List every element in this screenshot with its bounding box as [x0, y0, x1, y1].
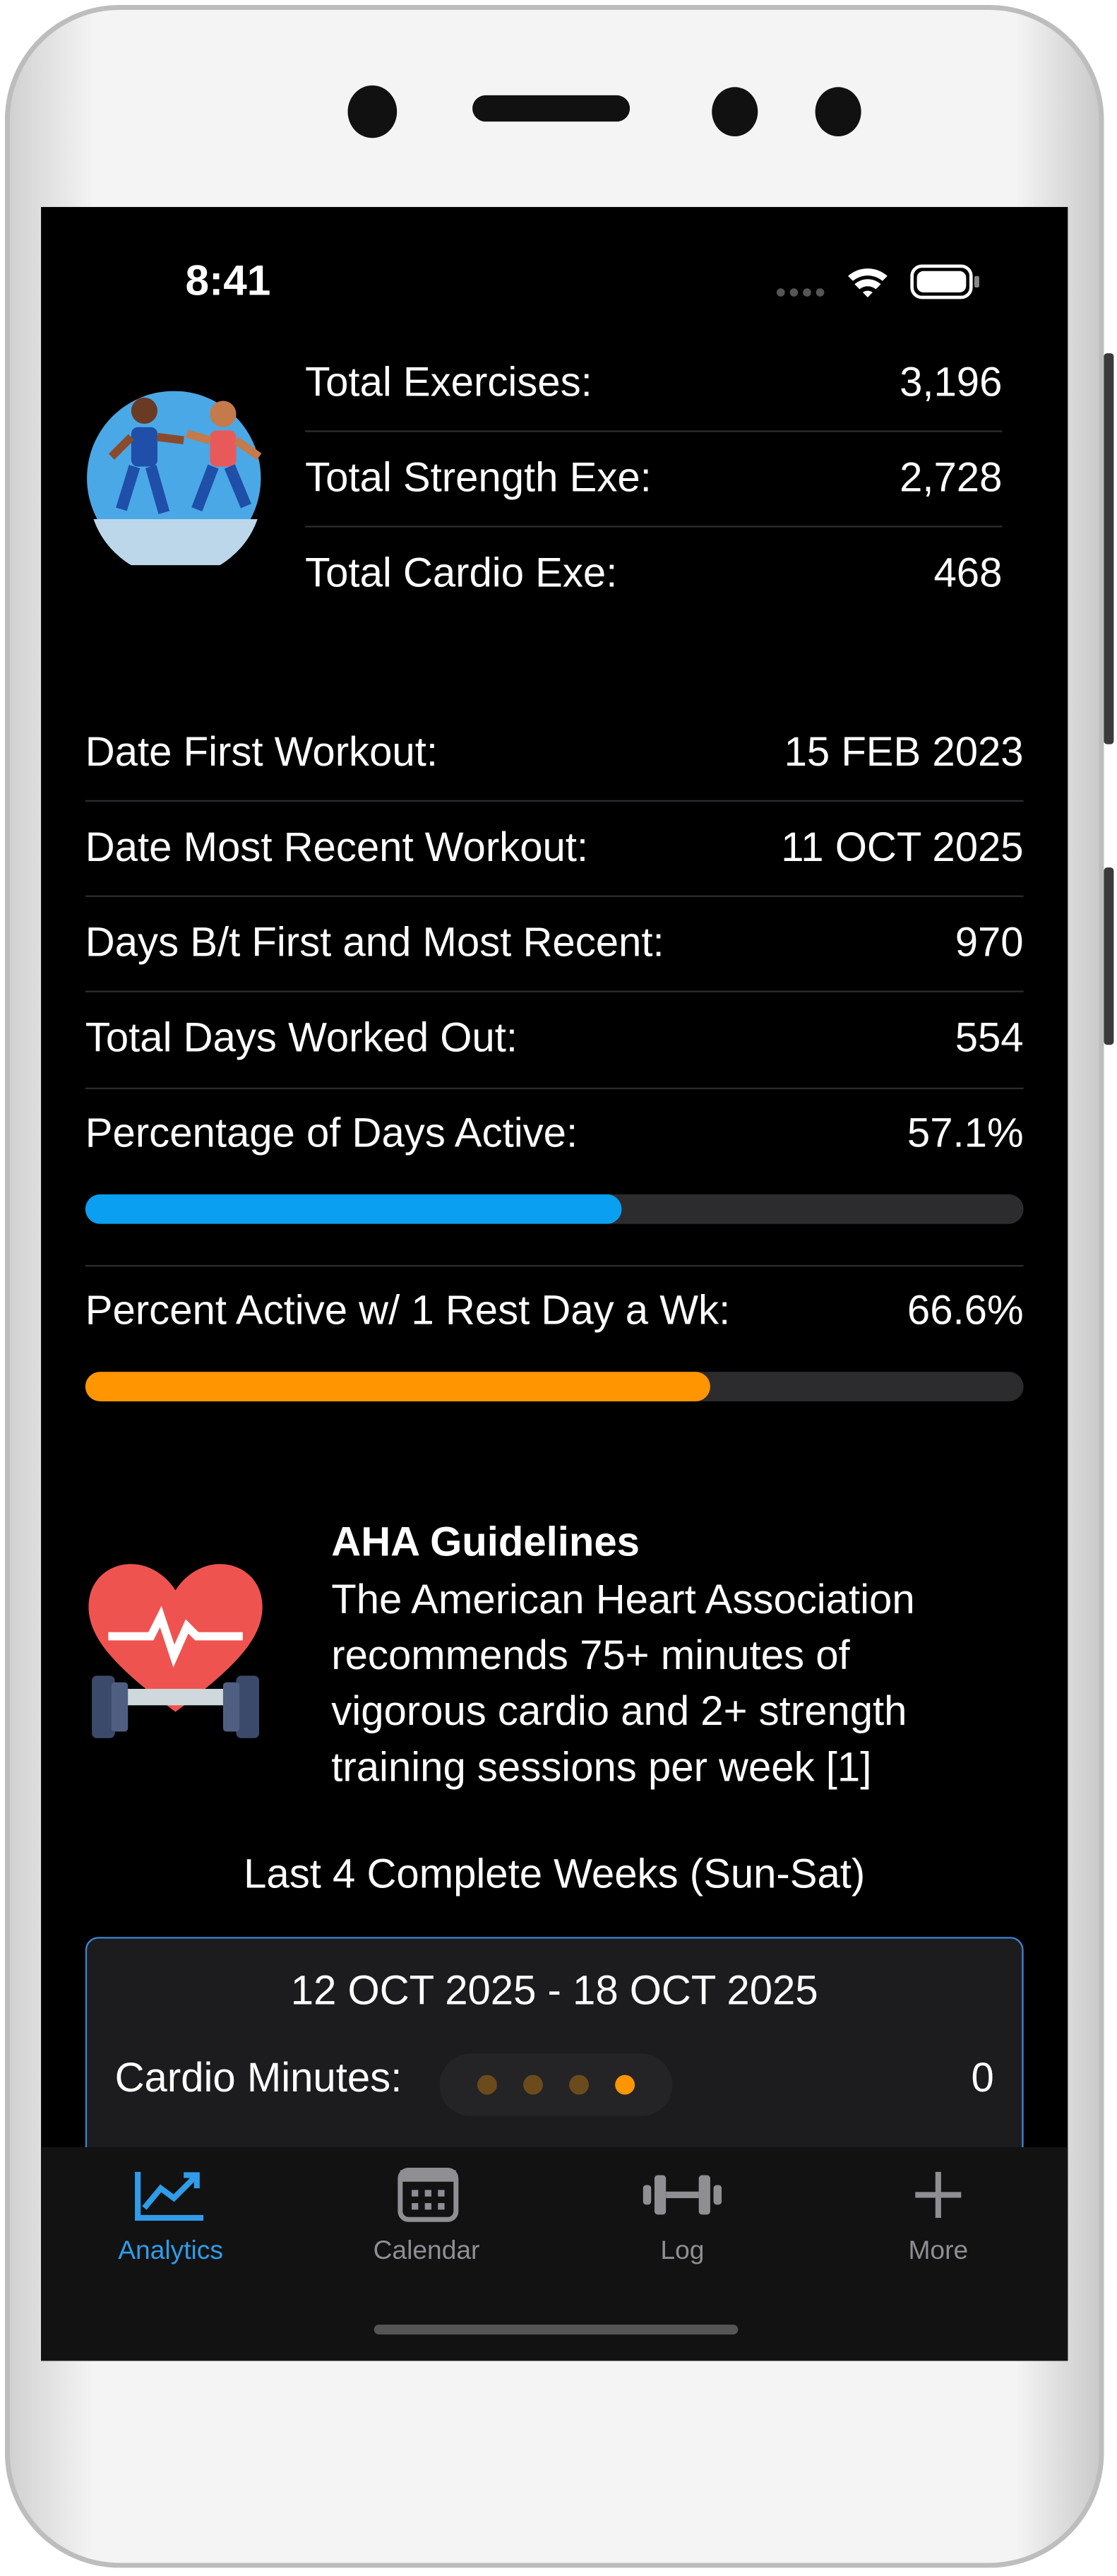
sensor [815, 87, 861, 137]
progress-value: 66.6% [907, 1288, 1024, 1334]
stat-label: Total Days Worked Out: [85, 1015, 518, 1062]
row-label: Total Strength Exe: [305, 455, 652, 501]
speaker [472, 95, 631, 122]
tab-icon-log[interactable] [643, 2172, 722, 2218]
row-label: Total Cardio Exe: [305, 550, 618, 597]
separator [85, 895, 1024, 897]
side-button [1104, 867, 1114, 1045]
tab-label[interactable]: More [908, 2237, 969, 2266]
separator [305, 526, 1003, 528]
tab-icon-calendar[interactable] [397, 2166, 459, 2225]
progress-track [85, 1194, 1024, 1224]
progress-value: 57.1% [907, 1110, 1024, 1157]
progress-track [85, 1372, 1024, 1401]
home-indicator [374, 2325, 739, 2335]
side-button [1104, 353, 1114, 744]
separator [85, 1264, 1024, 1267]
guidelines-line: vigorous cardio and 2+ strength [331, 1689, 907, 1735]
separator [85, 1087, 1024, 1090]
stat-label: Date Most Recent Workout: [85, 824, 589, 871]
tab-label[interactable]: Analytics [118, 2237, 223, 2266]
weeks-title: Last 4 Complete Weeks (Sun-Sat) [244, 1851, 866, 1898]
heart-icon [88, 1564, 263, 1738]
week-range: 12 OCT 2025 - 18 OCT 2025 [290, 1968, 818, 2014]
progress-label: Percentage of Days Active: [85, 1110, 578, 1157]
progress-fill [85, 1372, 710, 1401]
runners-icon [87, 391, 262, 566]
separator [85, 990, 1024, 992]
guidelines-line: The American Heart Association [331, 1577, 915, 1623]
separator [85, 800, 1024, 802]
tab-icon-more[interactable] [912, 2168, 964, 2221]
row-label: Total Exercises: [305, 360, 592, 406]
content: 8:41 Total Exercises: 3,196 Total Strength… [85, 255, 1024, 2147]
stat-value: 554 [955, 1015, 1024, 1062]
card-label: Cardio Minutes: [114, 2055, 402, 2101]
stat-value: 15 FEB 2023 [784, 729, 1024, 776]
page-dots[interactable] [439, 2053, 673, 2116]
separator [305, 430, 1003, 432]
row-value: 3,196 [900, 360, 1003, 406]
card-value: 0 [971, 2055, 994, 2101]
tab-icon-analytics[interactable] [131, 2166, 210, 2225]
stat-value: 970 [955, 920, 1024, 966]
row-value: 2,728 [900, 455, 1003, 501]
guidelines-line: recommends 75+ minutes of [331, 1632, 850, 1680]
sensor [712, 87, 758, 137]
stat-label: Days B/t First and Most Recent: [85, 920, 664, 966]
stat-value: 11 OCT 2025 [781, 824, 1024, 871]
stat-label: Date First Workout: [85, 729, 438, 776]
progress-fill [85, 1194, 621, 1224]
row-value: 468 [933, 550, 1003, 597]
progress-label: Percent Active w/ 1 Rest Day a Wk: [85, 1288, 731, 1334]
guidelines-line: training sessions per week [1] [331, 1745, 872, 1791]
tab-label[interactable]: Calendar [373, 2237, 480, 2266]
status-time: 8:41 [185, 255, 271, 305]
camera [347, 85, 398, 138]
guidelines-title: AHA Guidelines [331, 1519, 640, 1566]
status-icons [776, 264, 979, 299]
tab-label[interactable]: Log [660, 2237, 705, 2266]
